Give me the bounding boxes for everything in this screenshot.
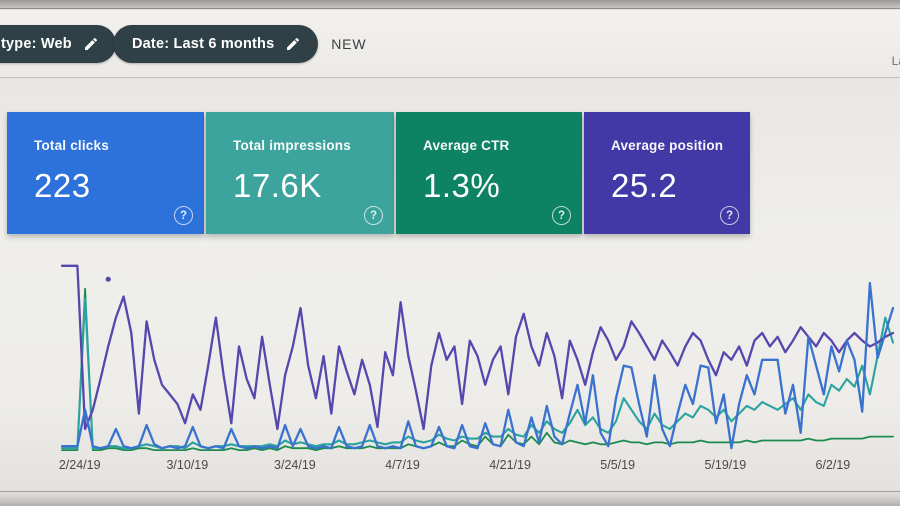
performance-line-chart[interactable] [0,240,900,475]
metric-value: 25.2 [611,167,678,204]
filter-chip-search-type-label: type: Web [1,36,72,52]
x-axis-label: 2/24/19 [58,458,101,472]
metric-card-total-clicks[interactable]: Total clicks 223 ? [7,112,204,234]
x-axis-label: 3/10/19 [166,458,209,472]
metric-value: 17.6K [233,167,322,204]
metric-value: 223 [34,167,91,204]
help-icon[interactable]: ? [364,206,383,225]
series-line-position [60,264,895,431]
new-filter-button-label: NEW [331,36,367,52]
clipped-right-text: La [891,54,900,68]
metric-card-average-ctr[interactable]: Average CTR 1.3% ? [396,112,582,234]
metric-card-average-position[interactable]: Average position 25.2 ? [584,112,750,234]
help-icon[interactable]: ? [552,206,571,225]
x-axis-label: 5/5/19 [600,458,636,472]
x-axis-label: 4/21/19 [489,458,531,472]
series-line-impressions [60,297,895,450]
metric-label: Average position [611,138,724,153]
series-line-ctr [61,287,894,452]
metric-value: 1.3% [423,167,501,204]
filter-chip-search-type[interactable]: type: Web [0,25,116,63]
metric-label: Total clicks [34,138,109,153]
isolated-data-point [105,276,111,282]
filter-toolbar: type: Web Date: Last 6 months + NEW La [0,10,900,78]
help-icon[interactable]: ? [720,206,739,225]
edit-pencil-icon[interactable] [83,36,99,52]
x-axis-label: 4/7/19 [385,458,420,472]
filter-chip-date-range-label: Date: Last 6 months [132,36,275,52]
filter-chip-date-range[interactable]: Date: Last 6 months [113,25,319,63]
new-filter-button[interactable]: + NEW [306,32,367,55]
x-axis-label: 6/2/19 [815,458,851,472]
metric-label: Average CTR [423,138,510,153]
edit-pencil-icon[interactable] [285,36,301,52]
metric-card-total-impressions[interactable]: Total impressions 17.6K ? [206,112,394,234]
metric-label: Total impressions [233,138,351,153]
monitor-bottom-edge [0,491,900,506]
x-axis-label: 5/19/19 [704,458,747,472]
series-line-clicks [60,281,895,450]
metric-cards-row: Total clicks 223 ? Total impressions 17.… [7,112,750,234]
monitor-top-edge [0,0,900,9]
help-icon[interactable]: ? [174,206,193,225]
chart-canvas[interactable] [0,240,900,475]
plus-icon: + [306,32,319,55]
x-axis: 2/24/19 3/10/19 3/24/19 4/7/19 4/21/19 5/5/19… [0,458,900,478]
x-axis-label: 3/24/19 [274,458,316,472]
